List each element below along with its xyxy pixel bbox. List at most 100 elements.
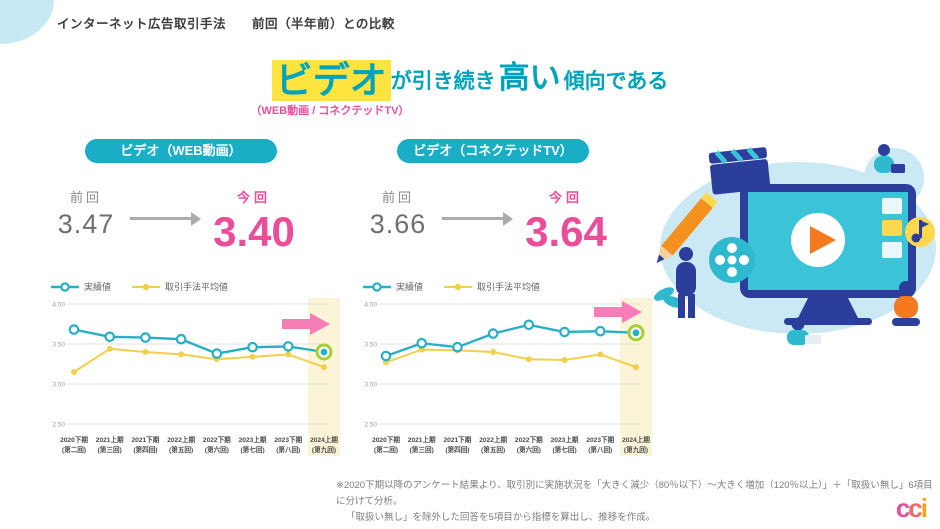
chart-legend: 実績値 取引手法平均値 xyxy=(362,280,540,293)
svg-text:2023下期: 2023下期 xyxy=(586,435,614,444)
previous-label: 前回 xyxy=(381,190,414,205)
page-title: インターネット広告取引手法 前回（半年前）との比較 xyxy=(57,17,395,31)
legend-label-actual: 実績値 xyxy=(84,282,112,292)
svg-text:3.50: 3.50 xyxy=(364,342,377,349)
svg-text:2.50: 2.50 xyxy=(364,422,377,429)
svg-text:(第四回): (第四回) xyxy=(133,445,157,454)
svg-text:(第五回): (第五回) xyxy=(169,445,193,454)
svg-text:3.00: 3.00 xyxy=(52,382,65,389)
headline-tail: 傾向である xyxy=(563,70,669,93)
play-button-icon xyxy=(810,226,836,254)
video-illustration xyxy=(654,144,936,345)
teal-line-marker-icon xyxy=(51,281,79,292)
svg-text:2020下期: 2020下期 xyxy=(372,435,400,444)
footnote: ※2020下期以降のアンケート結果より、取引別に実施状況を「大きく減少（80％以… xyxy=(336,478,940,526)
score-comparison-connected-tv: 前回 3.66 今回 3.64 xyxy=(366,187,614,253)
svg-text:(第六回): (第六回) xyxy=(517,445,541,454)
svg-text:4.00: 4.00 xyxy=(52,302,65,309)
svg-text:2022上期: 2022上期 xyxy=(167,435,195,444)
current-value: 3.64 xyxy=(525,208,607,255)
svg-text:2022上期: 2022上期 xyxy=(479,435,507,444)
corner-decoration xyxy=(0,0,54,44)
headline-mid: が引き続き xyxy=(390,70,496,93)
svg-text:(第九回): (第九回) xyxy=(312,445,336,454)
svg-text:2023下期: 2023下期 xyxy=(274,435,302,444)
svg-text:(第四回): (第四回) xyxy=(445,445,469,454)
current-score: 今回 3.64 xyxy=(518,187,614,253)
svg-text:(第八回): (第八回) xyxy=(276,445,300,454)
legend-label-actual: 実績値 xyxy=(396,282,424,292)
panel-web-video: ビデオ（WEB動画） 前回 3.47 今回 3.40 実績値 取引手法平均値 2… xyxy=(40,139,345,469)
svg-text:2021上期: 2021上期 xyxy=(408,435,436,444)
svg-text:2020下期: 2020下期 xyxy=(60,435,88,444)
cci-logo-letter: c xyxy=(908,493,923,523)
headline-subtitle: （WEB動画 / コネクテッドTV） xyxy=(250,105,410,117)
music-note-icon xyxy=(905,217,935,247)
svg-text:2021下期: 2021下期 xyxy=(443,435,471,444)
svg-text:2023上期: 2023上期 xyxy=(551,435,579,444)
svg-text:2022下期: 2022下期 xyxy=(203,435,231,444)
monitor-illustration xyxy=(740,184,916,325)
chart-legend: 実績値 取引手法平均値 xyxy=(50,280,228,293)
svg-text:3.50: 3.50 xyxy=(52,342,65,349)
previous-label: 前回 xyxy=(69,190,102,205)
svg-text:(第六回): (第六回) xyxy=(205,445,229,454)
legend-label-average: 取引手法平均値 xyxy=(477,282,541,292)
svg-text:(第九回): (第九回) xyxy=(624,445,648,454)
cci-logo-letter: i xyxy=(920,493,928,523)
svg-text:(第七回): (第七回) xyxy=(240,445,264,454)
film-reel-icon xyxy=(709,237,755,283)
headline-keyword: ビデオ xyxy=(271,60,391,102)
footnote-line-1: ※2020下期以降のアンケート結果より、取引別に実施状況を「大きく減少（80％以… xyxy=(336,480,933,508)
current-value: 3.40 xyxy=(213,208,295,255)
svg-text:2023上期: 2023上期 xyxy=(239,435,267,444)
panel-connected-tv: ビデオ（コネクテッドTV） 前回 3.66 今回 3.64 実績値 取引手法平均… xyxy=(352,139,657,469)
legend-item-average: 取引手法平均値 xyxy=(443,280,540,293)
legend-item-actual: 実績値 xyxy=(362,280,423,293)
svg-text:(第八回): (第八回) xyxy=(588,445,612,454)
previous-score: 前回 3.47 xyxy=(54,187,118,240)
footnote-line-2: 「取扱い無し」を除外した回答を5項目から指標を算出し、推移を作成。 xyxy=(346,512,656,524)
yellow-line-marker-icon xyxy=(132,283,161,290)
svg-text:2021下期: 2021下期 xyxy=(131,435,159,444)
svg-text:4.00: 4.00 xyxy=(364,302,377,309)
person-figure-left xyxy=(676,247,696,318)
person-figure-top xyxy=(874,144,905,173)
current-label: 今回 xyxy=(236,190,271,205)
arrow-right-icon xyxy=(130,211,201,226)
yellow-line-marker-icon xyxy=(444,283,473,290)
svg-text:(第二回): (第二回) xyxy=(62,445,86,454)
svg-text:2024上期: 2024上期 xyxy=(622,435,650,444)
svg-text:2022下期: 2022下期 xyxy=(515,435,543,444)
previous-value: 3.66 xyxy=(369,209,427,239)
legend-item-actual: 実績値 xyxy=(50,280,111,293)
svg-text:2024上期: 2024上期 xyxy=(310,435,338,444)
cci-logo: cci xyxy=(895,493,928,523)
legend-label-average: 取引手法平均値 xyxy=(165,282,229,292)
previous-value: 3.47 xyxy=(57,209,115,239)
line-chart-connected-tv: 2.50 3.00 3.50 4.00 2020下期(第二回) 2021上期(第三回) 20… xyxy=(364,298,652,456)
svg-text:2021上期: 2021上期 xyxy=(96,435,124,444)
badge-connected-tv: ビデオ（コネクテッドTV） xyxy=(397,139,589,163)
pencil-icon xyxy=(656,192,718,263)
svg-text:(第五回): (第五回) xyxy=(481,445,505,454)
headline-emphasis: 高い xyxy=(498,60,561,95)
svg-text:(第七回): (第七回) xyxy=(552,445,576,454)
svg-text:(第二回): (第二回) xyxy=(374,445,398,454)
cci-logo-letter: c xyxy=(895,493,911,523)
badge-web-video: ビデオ（WEB動画） xyxy=(85,139,277,163)
arrow-right-icon xyxy=(442,211,513,226)
headline: ビデオ が引き続き高い 傾向である xyxy=(0,52,940,102)
legend-item-average: 取引手法平均値 xyxy=(131,280,228,293)
previous-score: 前回 3.66 xyxy=(366,187,430,240)
svg-text:3.00: 3.00 xyxy=(364,382,377,389)
line-chart-web-video: 2.50 3.00 3.50 4.00 2020下期(第二回) 2021上期(第三回) 20… xyxy=(52,298,340,456)
current-score: 今回 3.40 xyxy=(206,187,302,253)
svg-text:(第三回): (第三回) xyxy=(410,445,434,454)
teal-line-marker-icon xyxy=(363,281,391,292)
svg-text:2.50: 2.50 xyxy=(52,422,65,429)
svg-text:(第三回): (第三回) xyxy=(98,445,122,454)
current-label: 今回 xyxy=(548,190,583,205)
person-figure-bottom xyxy=(787,317,821,345)
